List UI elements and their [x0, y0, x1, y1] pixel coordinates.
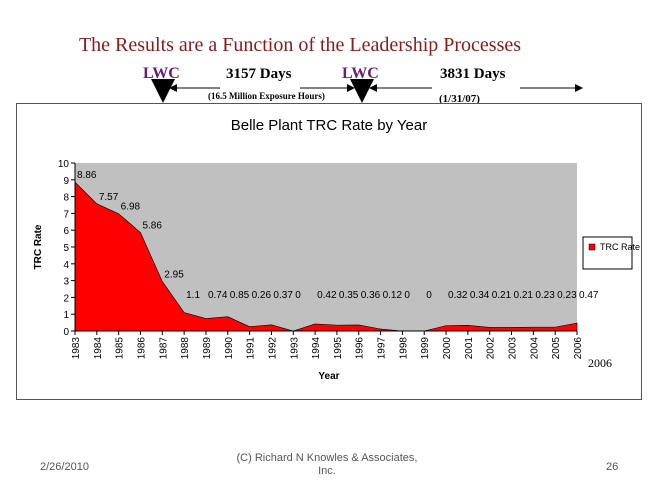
x-tick-label: 1991 — [246, 337, 257, 360]
x-tick-label: 2001 — [464, 337, 475, 360]
data-label: 0.74 — [208, 290, 228, 301]
x-tick-label: 1988 — [180, 337, 191, 360]
data-label: 0.21 — [492, 290, 512, 301]
legend-swatch — [588, 243, 596, 251]
x-tick-label: 2003 — [508, 337, 519, 360]
trc-rate-chart: Belle Plant TRC Rate by Year 0 1 2 3 4 5 6 7 8 9 10… — [33, 117, 640, 382]
lwc-label-2: LWC — [342, 65, 379, 82]
data-label: 5.86 — [142, 221, 162, 232]
x-tick-label: 1986 — [136, 337, 147, 360]
chart-title: Belle Plant TRC Rate by Year — [231, 117, 428, 134]
data-label: 0.37 — [273, 290, 293, 301]
days-label-2: 3831 Days — [440, 66, 506, 82]
year-note: 2006 — [588, 356, 612, 370]
footer-date: 2/26/2010 — [40, 461, 89, 473]
x-tick-label: 2005 — [551, 337, 562, 360]
legend-label: TRC Rate — [600, 242, 640, 252]
days-label-1: 3157 Days — [226, 66, 292, 82]
x-axis-title: Year — [318, 371, 339, 382]
y-tick-label: 10 — [58, 159, 70, 170]
data-label: 0.47 — [579, 290, 599, 301]
data-label: 0 — [426, 290, 432, 301]
lwc-label-1: LWC — [143, 65, 180, 82]
slide-title: The Results are a Function of the Leader… — [78, 34, 522, 56]
data-label: 0 — [295, 290, 301, 301]
x-tick-label: 1998 — [398, 337, 409, 360]
data-label: 6.98 — [121, 202, 141, 213]
x-tick-label: 1985 — [115, 337, 126, 360]
y-tick-label: 7 — [63, 209, 69, 220]
x-tick-label: 2002 — [486, 337, 497, 360]
x-tick-label: 1987 — [158, 337, 169, 360]
y-tick-label: 3 — [63, 277, 69, 288]
x-tick-label: 1997 — [377, 337, 388, 360]
y-tick-label: 9 — [63, 176, 69, 187]
data-label: 0.42 — [317, 290, 337, 301]
data-label: 0 — [404, 290, 410, 301]
data-label: 1.1 — [186, 290, 200, 301]
x-tick-label: 2000 — [442, 337, 453, 360]
data-label: 0.26 — [252, 290, 272, 301]
x-tick-label: 1996 — [355, 337, 366, 360]
date-note: (1/31/07) — [439, 93, 480, 105]
data-label: 0.12 — [383, 290, 403, 301]
y-tick-label: 5 — [63, 243, 69, 254]
x-tick-label: 1990 — [224, 337, 235, 360]
x-tick-label: 1993 — [289, 337, 300, 360]
y-tick-label: 6 — [63, 226, 69, 237]
series-area — [74, 181, 578, 332]
y-tick-label: 2 — [63, 293, 69, 304]
x-tick-label: 1999 — [420, 337, 431, 360]
chart-frame: Belle Plant TRC Rate by Year 0 1 2 3 4 5 6 7 8 9 10… — [16, 103, 642, 400]
x-tick-label: 1984 — [93, 337, 104, 360]
x-tick-label: 1989 — [202, 337, 213, 360]
data-label: 0.32 — [448, 290, 468, 301]
x-tick-label: 1995 — [333, 337, 344, 360]
data-label: 0.23 — [535, 290, 555, 301]
data-label: 0.36 — [361, 290, 381, 301]
x-tick-label: 1983 — [71, 337, 82, 360]
footer-copyright: (C) Richard N Knowles & Associates, Inc. — [236, 452, 418, 477]
y-tick-label: 4 — [63, 260, 69, 271]
footer-page: 26 — [606, 461, 619, 473]
data-label: 8.86 — [77, 170, 97, 181]
y-tick-label: 8 — [63, 193, 69, 204]
data-label: 0.23 — [557, 290, 577, 301]
data-label: 0.34 — [470, 290, 490, 301]
x-tick-label: 2006 — [573, 337, 584, 360]
legend-box — [582, 236, 633, 270]
data-label: 2.95 — [164, 269, 184, 280]
x-tick-label: 1992 — [267, 337, 278, 360]
exposure-note: (16.5 Million Exposure Hours) — [208, 91, 325, 101]
timeline-arrows — [151, 79, 583, 103]
data-label: 7.57 — [99, 192, 119, 203]
data-label: 0.21 — [514, 290, 534, 301]
y-tick-label: 0 — [63, 327, 69, 338]
x-tick-label: 2004 — [529, 337, 540, 360]
data-label: 0.85 — [230, 290, 250, 301]
x-tick-label: 1994 — [311, 337, 322, 360]
y-axis-title: TRC Rate — [33, 224, 44, 269]
y-tick-label: 1 — [63, 310, 69, 321]
data-label: 0.35 — [339, 290, 359, 301]
